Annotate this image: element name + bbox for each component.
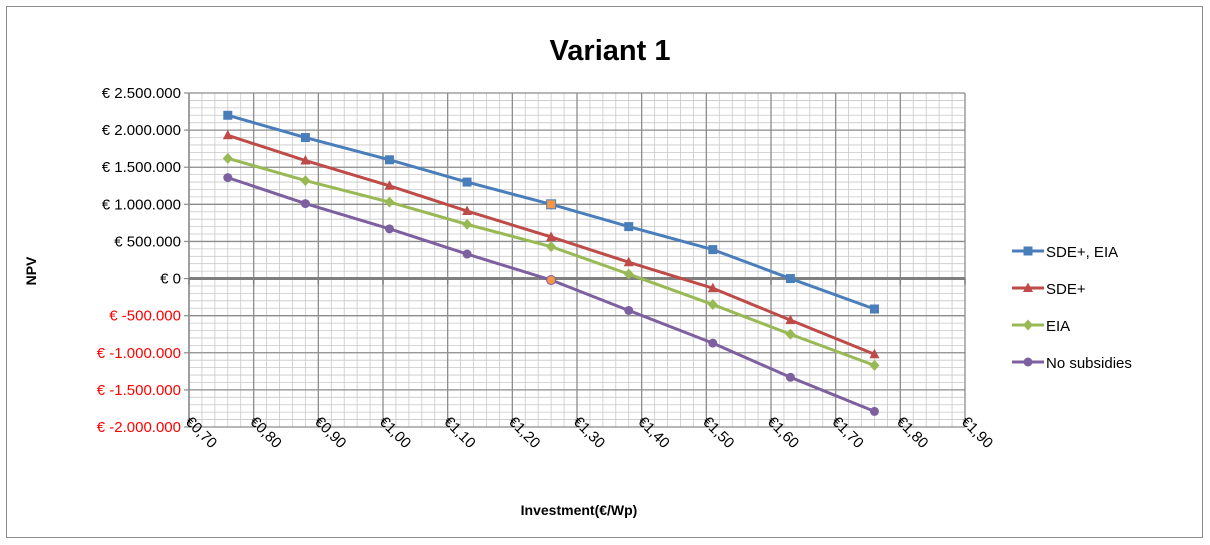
data-point (869, 406, 879, 416)
data-point (869, 359, 880, 371)
series-no-subsidies (223, 173, 879, 416)
data-point (384, 155, 394, 165)
legend-item: SDE+ (1012, 281, 1086, 298)
data-point (546, 241, 557, 253)
data-point (869, 304, 879, 314)
data-point (384, 196, 395, 208)
chart-title: Variant 1 (550, 35, 671, 67)
data-point (462, 218, 473, 230)
legend-label: SDE+, EIA (1046, 244, 1118, 261)
y-tick-label: € 2.500.000 (102, 85, 181, 102)
data-point (624, 305, 634, 315)
data-point (708, 338, 718, 348)
x-tick-label: €1,90 (958, 413, 997, 452)
data-point (623, 256, 634, 267)
y-axis-title: NPV (23, 256, 39, 285)
legend-item: SDE+, EIA (1012, 244, 1118, 261)
data-point (869, 348, 880, 359)
data-point (785, 314, 796, 325)
data-point (785, 274, 795, 284)
data-point (223, 173, 233, 183)
x-axis-title: Investment(€/Wp) (521, 502, 638, 518)
data-point (707, 282, 718, 293)
npv-line-chart: Variant 1 € 2.500.000 € 2.000.000 € 1.500.… (23, 35, 1132, 518)
legend-swatch-marker (1023, 246, 1033, 256)
y-tick-label: € -500.000 (109, 308, 181, 325)
data-point (300, 199, 310, 209)
data-point (546, 231, 557, 241)
legend-swatch-marker (1023, 282, 1033, 292)
y-tick-label: € 2.000.000 (102, 122, 181, 139)
y-tick-label: € -2.000.000 (97, 419, 181, 436)
data-point (462, 177, 472, 187)
series-eia (222, 152, 880, 371)
legend-swatch-marker (1023, 357, 1033, 367)
series-layer (222, 110, 880, 416)
data-point (708, 245, 718, 255)
axes: € 2.500.000 € 2.000.000 € 1.500.000 € 1.000… (97, 85, 996, 452)
data-point (462, 205, 473, 216)
data-point (300, 175, 311, 187)
data-point (785, 328, 796, 340)
y-tick-label: € 0 (160, 271, 181, 288)
legend-item: EIA (1012, 318, 1070, 335)
series-sde-eia (223, 110, 879, 314)
legend-item: No subsidies (1012, 355, 1132, 372)
data-point (707, 299, 718, 311)
legend: SDE+, EIA SDE+ EIA No subsidies (1012, 244, 1132, 372)
data-point (222, 129, 233, 140)
data-point (623, 268, 634, 280)
y-tick-label: € -1.500.000 (97, 382, 181, 399)
data-point (300, 155, 311, 165)
data-point (222, 152, 233, 164)
legend-label: SDE+ (1046, 281, 1086, 298)
data-point (223, 110, 233, 120)
y-tick-label: € 1.000.000 (102, 196, 181, 213)
y-tick-label: € 500.000 (114, 233, 181, 250)
legend-swatch-marker (1023, 319, 1033, 331)
chart-frame: Variant 1 € 2.500.000 € 2.000.000 € 1.500.… (6, 6, 1203, 538)
legend-label: EIA (1046, 318, 1070, 335)
y-tick-label: € -1.000.000 (97, 345, 181, 362)
data-point (785, 372, 795, 382)
data-point (624, 222, 634, 232)
data-point (300, 133, 310, 143)
data-point (546, 199, 557, 210)
data-point (384, 224, 394, 234)
data-point (384, 180, 395, 190)
data-point (462, 249, 472, 259)
series-sde (222, 129, 880, 359)
y-tick-label: € 1.500.000 (102, 159, 181, 176)
legend-label: No subsidies (1046, 355, 1132, 372)
grid (188, 92, 966, 428)
data-point (546, 275, 557, 286)
